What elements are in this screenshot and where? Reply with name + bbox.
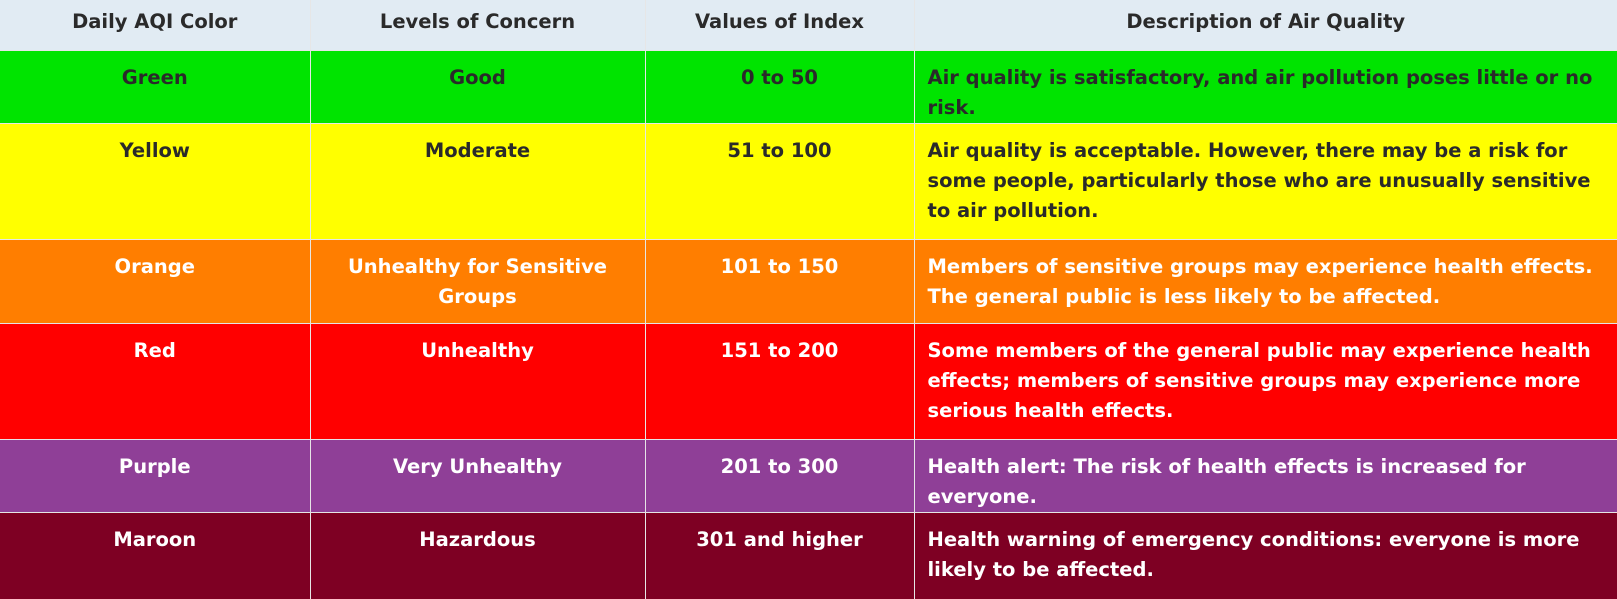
header-row: Daily AQI Color Levels of Concern Values…: [0, 0, 1617, 50]
cell-color-name: Yellow: [0, 123, 311, 239]
cell-color-name: Purple: [0, 439, 311, 512]
cell-level: Hazardous: [309, 512, 646, 599]
cell-level: Good: [309, 50, 646, 123]
cell-description: Air quality is acceptable. However, ther…: [913, 123, 1617, 239]
cell-description: Members of sensitive groups may experien…: [913, 239, 1617, 323]
cell-level: Moderate: [309, 123, 646, 239]
table-header: Daily AQI Color Levels of Concern Values…: [0, 0, 1617, 50]
cell-description: Health warning of emergency conditions: …: [913, 512, 1617, 599]
table-row: Yellow Moderate 51 to 100 Air quality is…: [0, 123, 1617, 239]
header-color: Daily AQI Color: [0, 0, 311, 50]
header-description: Description of Air Quality: [913, 0, 1617, 50]
cell-color-name: Maroon: [0, 512, 311, 599]
table-row: Red Unhealthy 151 to 200 Some members of…: [0, 323, 1617, 439]
cell-range: 51 to 100: [644, 123, 915, 239]
cell-color-name: Red: [0, 323, 311, 439]
cell-level: Very Unhealthy: [309, 439, 646, 512]
cell-description: Some members of the general public may e…: [913, 323, 1617, 439]
table-row: Orange Unhealthy for Sensitive Groups 10…: [0, 239, 1617, 323]
header-values: Values of Index: [644, 0, 915, 50]
table-row: Green Good 0 to 50 Air quality is satisf…: [0, 50, 1617, 123]
cell-range: 201 to 300: [644, 439, 915, 512]
cell-level: Unhealthy: [309, 323, 646, 439]
cell-range: 151 to 200: [644, 323, 915, 439]
cell-color-name: Orange: [0, 239, 311, 323]
cell-description: Air quality is satisfactory, and air pol…: [913, 50, 1617, 123]
header-level: Levels of Concern: [309, 0, 646, 50]
cell-color-name: Green: [0, 50, 311, 123]
cell-description: Health alert: The risk of health effects…: [913, 439, 1617, 512]
cell-level: Unhealthy for Sensitive Groups: [309, 239, 646, 323]
table-row: Maroon Hazardous 301 and higher Health w…: [0, 512, 1617, 599]
table-body: Green Good 0 to 50 Air quality is satisf…: [0, 50, 1617, 599]
cell-range: 101 to 150: [644, 239, 915, 323]
cell-range: 301 and higher: [644, 512, 915, 599]
table-row: Purple Very Unhealthy 201 to 300 Health …: [0, 439, 1617, 512]
cell-range: 0 to 50: [644, 50, 915, 123]
